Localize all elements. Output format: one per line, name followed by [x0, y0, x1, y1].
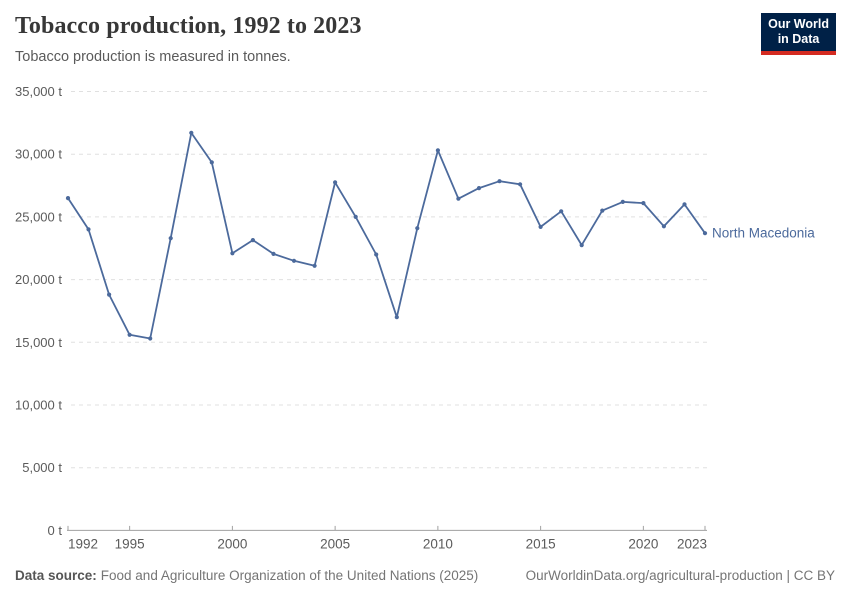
x-axis-tick-label: 2000 — [217, 537, 247, 552]
data-point[interactable] — [661, 224, 667, 229]
header: Tobacco production, 1992 to 2023 Tobacco… — [15, 13, 362, 65]
data-point[interactable] — [107, 292, 112, 297]
series-line[interactable] — [67, 131, 706, 340]
y-axis-tick-label: 25,000 t — [15, 209, 62, 224]
data-point[interactable] — [394, 315, 399, 320]
x-axis-tick-label: 1992 — [68, 537, 98, 552]
owid-logo[interactable]: Our World in Data — [761, 13, 836, 55]
data-point[interactable] — [559, 209, 564, 214]
data-point[interactable] — [620, 199, 625, 204]
data-point[interactable] — [538, 224, 543, 229]
data-point[interactable] — [374, 252, 379, 257]
data-point[interactable] — [189, 130, 194, 135]
owid-logo-line2: in Data — [777, 32, 820, 47]
data-point[interactable] — [518, 182, 523, 187]
data-point[interactable] — [209, 160, 214, 165]
data-point[interactable] — [497, 179, 502, 184]
data-point[interactable] — [435, 148, 440, 153]
data-source-note: Data source: Food and Agriculture Organiz… — [15, 568, 478, 583]
series-entity-label[interactable]: North Macedonia — [712, 226, 815, 241]
data-point[interactable] — [291, 258, 297, 263]
data-point[interactable] — [682, 202, 687, 207]
data-point[interactable] — [333, 180, 338, 185]
data-point[interactable] — [250, 238, 255, 243]
x-axis-tick-label: 2020 — [628, 537, 658, 552]
owid-logo-line1: Our World — [768, 17, 829, 31]
x-axis-tick-label: 2023 — [677, 537, 707, 552]
data-point[interactable] — [702, 231, 708, 236]
x-axis-tick-label: 1995 — [115, 537, 145, 552]
data-point[interactable] — [579, 243, 584, 248]
y-axis-tick-label: 30,000 t — [15, 147, 62, 162]
y-axis-tick-label: 15,000 t — [15, 335, 62, 350]
data-point[interactable] — [86, 227, 91, 232]
data-source-text: Food and Agriculture Organization of the… — [100, 568, 479, 583]
data-point[interactable] — [456, 196, 461, 201]
owid-url-license-link[interactable]: OurWorldinData.org/agricultural-producti… — [525, 568, 835, 583]
y-axis-tick-label: 20,000 t — [15, 272, 62, 287]
data-point[interactable] — [312, 263, 317, 268]
data-point[interactable] — [168, 236, 173, 241]
data-point[interactable] — [476, 186, 482, 191]
chart-title: Tobacco production, 1992 to 2023 — [15, 13, 362, 39]
data-point[interactable] — [600, 208, 605, 213]
data-point[interactable] — [230, 251, 235, 256]
data-point[interactable] — [65, 196, 71, 201]
x-axis-tick-label: 2005 — [320, 537, 350, 552]
y-axis-tick-label: 35,000 t — [15, 84, 62, 99]
y-axis-tick-label: 5,000 t — [22, 460, 62, 475]
data-point[interactable] — [353, 214, 358, 219]
data-source-label: Data source: — [15, 568, 97, 583]
data-point[interactable] — [127, 332, 132, 337]
y-axis-tick-label: 0 t — [48, 523, 63, 538]
x-axis-tick-label: 2010 — [423, 537, 453, 552]
chart-footer: Data source: Food and Agriculture Organiz… — [15, 568, 835, 583]
y-axis-tick-label: 10,000 t — [15, 398, 62, 413]
data-point[interactable] — [415, 226, 420, 231]
data-point[interactable] — [641, 201, 646, 206]
data-point[interactable] — [271, 251, 276, 256]
x-axis-tick-label: 2015 — [526, 537, 556, 552]
data-point[interactable] — [148, 336, 153, 341]
chart-subtitle: Tobacco production is measured in tonnes… — [15, 49, 291, 65]
